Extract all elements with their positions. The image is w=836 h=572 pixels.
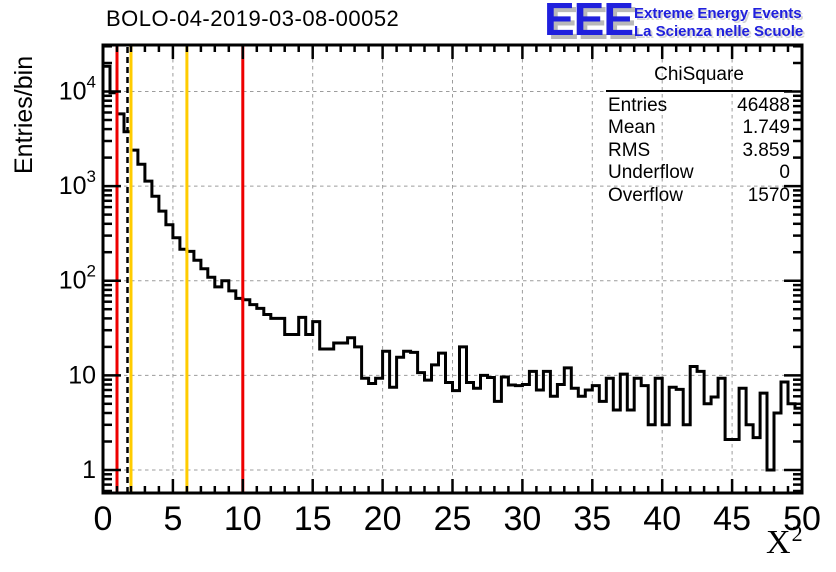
eee-logo-text: Extreme Energy Events La Scienza nelle S…	[634, 5, 803, 41]
stats-row-overflow: Overflow 1570	[606, 185, 792, 207]
y-axis-title: Entries/bin	[10, 55, 38, 174]
svg-text:10: 10	[68, 361, 96, 389]
eee-logo-acronym: EEE	[544, 0, 634, 45]
svg-text:1: 1	[82, 456, 96, 484]
plot-title: BOLO-04-2019-03-08-00052	[106, 6, 400, 31]
x-axis-title-base: X	[766, 524, 791, 561]
eee-logo-line2: La Scienza nelle Scuole	[634, 23, 804, 40]
marker-lines	[115, 45, 245, 493]
svg-text:103: 103	[59, 167, 96, 200]
svg-text:50: 50	[783, 500, 821, 538]
stats-label: Mean	[608, 117, 656, 139]
stats-box: ChiSquare Entries 46488 Mean 1.749 RMS 3…	[606, 64, 792, 207]
stats-value: 0	[779, 162, 790, 184]
stats-value: 1570	[747, 184, 790, 206]
stats-value: 46488	[737, 95, 790, 116]
svg-text:0: 0	[94, 500, 113, 538]
histogram-step-line	[101, 64, 804, 493]
stats-value: 1.749	[742, 117, 790, 139]
svg-text:102: 102	[59, 262, 96, 295]
svg-text:15: 15	[294, 500, 332, 538]
svg-text:5: 5	[163, 500, 182, 538]
axis-ticks	[101, 45, 804, 493]
svg-text:35: 35	[573, 500, 611, 538]
eee-logo-line1: Extreme Energy Events	[634, 5, 802, 22]
svg-text:45: 45	[713, 500, 751, 538]
stats-label: Overflow	[608, 184, 683, 206]
x-axis-title: X2	[766, 521, 803, 562]
x-axis-title-exponent: 2	[791, 521, 803, 546]
svg-text:10: 10	[224, 500, 262, 538]
stats-value: 3.859	[742, 139, 790, 161]
svg-text:30: 30	[503, 500, 541, 538]
stats-row-underflow: Underflow 0	[606, 162, 792, 184]
stats-label: Underflow	[608, 162, 694, 184]
svg-text:20: 20	[364, 500, 402, 538]
stats-row-mean: Mean 1.749	[606, 117, 792, 139]
stats-row-rms: RMS 3.859	[606, 140, 792, 162]
svg-text:104: 104	[59, 73, 96, 106]
stats-label: Entries	[608, 95, 668, 116]
svg-text:25: 25	[434, 500, 472, 538]
stats-row-entries: Entries 46488	[606, 95, 792, 117]
stats-title: ChiSquare	[606, 64, 792, 92]
stats-rows: Entries 46488 Mean 1.749 RMS 3.859 Under…	[606, 95, 792, 207]
stats-label: RMS	[608, 139, 651, 161]
svg-text:40: 40	[643, 500, 681, 538]
axis-tick-labels: 0 5 10 15 20 25 30 35 40 45 50 1 10 102 103 104	[59, 73, 821, 539]
